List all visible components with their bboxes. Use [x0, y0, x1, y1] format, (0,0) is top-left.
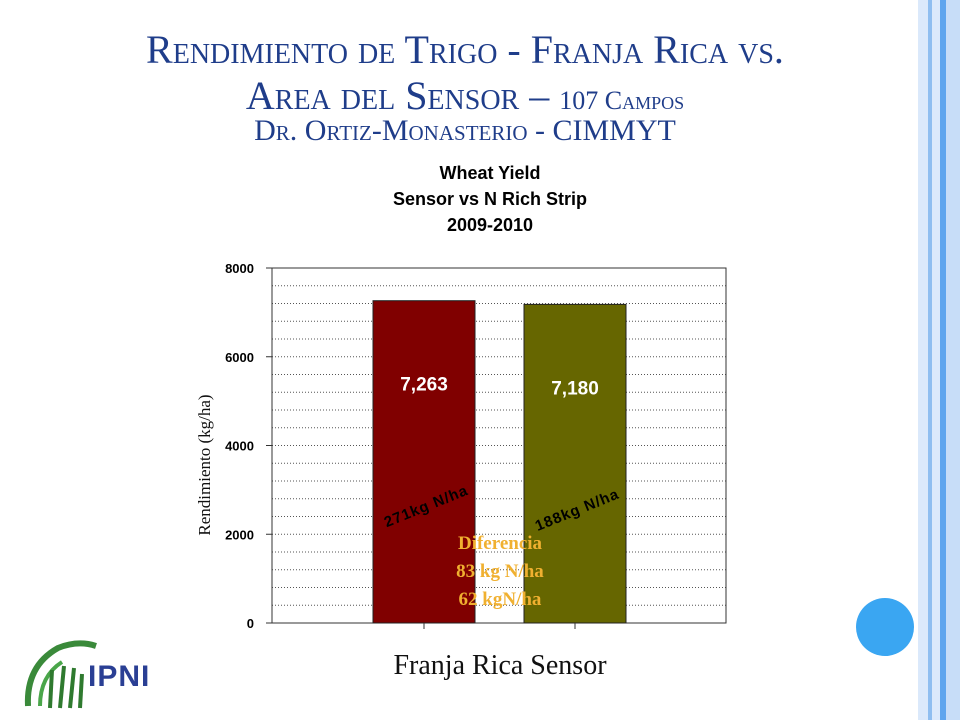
y-tick-label: 6000	[225, 350, 254, 365]
y-tick-label: 2000	[225, 527, 254, 542]
y-tick-label: 0	[247, 616, 254, 631]
chart-title-line: 2009-2010	[446, 215, 534, 235]
bar-value-label: 7,180	[551, 378, 599, 399]
logo-text: IPNI	[88, 660, 151, 693]
difference-annotation-line: 83 kg N/ha	[456, 561, 544, 582]
slide-title-line2-small: 107 Campos	[559, 86, 685, 115]
y-axis-label: Rendimiento (kg/ha)	[195, 394, 214, 535]
y-tick-label: 4000	[225, 439, 254, 454]
slide-title-line2-main: Area del Sensor –	[245, 73, 550, 118]
bar-value-label: 7,263	[400, 375, 448, 396]
x-axis-caption: Franja Rica Sensor	[393, 650, 607, 681]
ipni-logo-icon	[24, 640, 97, 709]
slide-title-line1: Rendimiento de Trigo - Franja Rica vs.	[146, 27, 784, 72]
bar	[372, 300, 476, 624]
chart-title: Wheat Yield Sensor vs N Rich Strip 2009-…	[330, 160, 650, 238]
difference-annotation-line: Diferencia	[458, 533, 543, 554]
slide-subtitle: Dr. Ortiz-Monasterio - CIMMYT	[254, 114, 676, 147]
y-tick-label: 8000	[225, 261, 254, 276]
chart-title-line: Wheat Yield	[439, 163, 541, 183]
decorative-circle	[856, 598, 914, 656]
decorative-side-stripes	[918, 0, 960, 720]
bar	[523, 303, 627, 624]
difference-annotation-line: 62 kgN/ha	[459, 589, 542, 610]
slide-title-line2: Area del Sensor – 107 Campos	[0, 74, 930, 123]
chart-title-line: Sensor vs N Rich Strip	[392, 189, 588, 209]
